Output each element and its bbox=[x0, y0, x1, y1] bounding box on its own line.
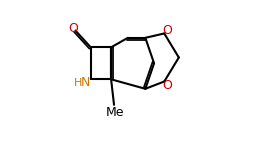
Text: H: H bbox=[74, 78, 83, 88]
Text: O: O bbox=[68, 22, 78, 35]
Text: O: O bbox=[162, 24, 172, 37]
Text: O: O bbox=[162, 79, 172, 92]
Text: Me: Me bbox=[105, 106, 124, 119]
Text: N: N bbox=[81, 76, 90, 90]
